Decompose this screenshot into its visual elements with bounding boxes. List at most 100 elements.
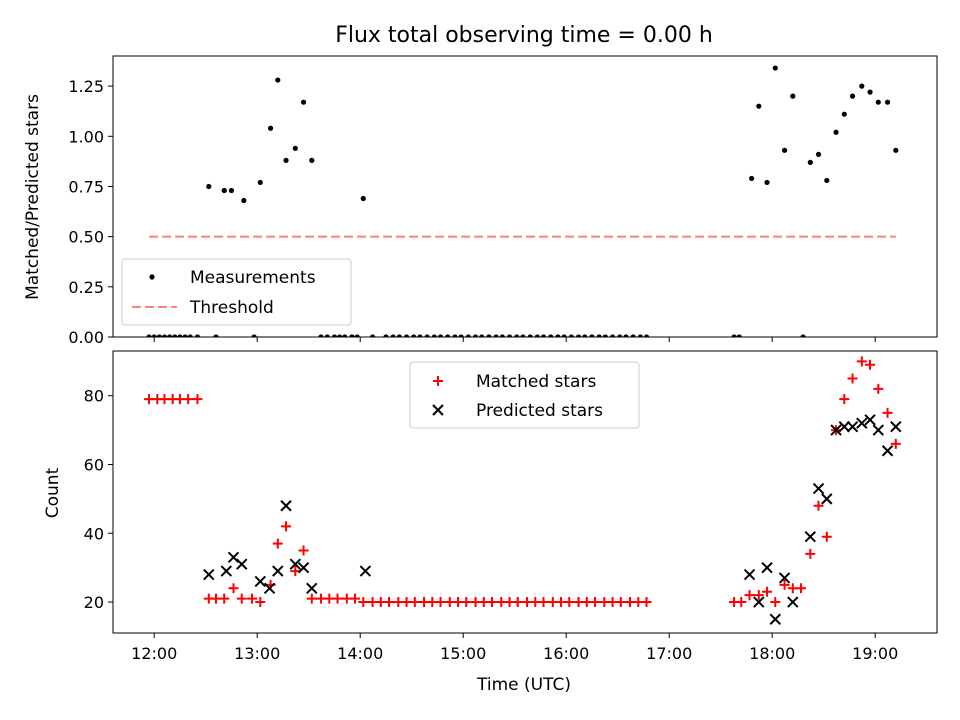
top-series-measurements-point [555,334,561,337]
top-y-tick-label: 0.75 [68,177,104,196]
bottom-series-predicted-stars-point [881,445,894,457]
top-series-measurements-point [194,334,201,337]
top-series-measurements-point [617,334,623,337]
bottom-series-matched-stars-point [461,597,472,608]
bottom-series-predicted-stars-point [289,558,302,570]
top-series-measurements-point [756,103,762,109]
bottom-series-matched-stars-point [255,597,266,608]
top-series-measurements-point [772,65,778,71]
bottom-series-matched-stars-point [744,590,755,601]
bottom-series-matched-stars-point [350,593,361,604]
top-series-measurements-point [486,334,492,337]
top-y-tick-label: 0.00 [68,328,104,347]
bottom-series-matched-stars-point [272,538,283,549]
bottom-legend-marker-matched [433,376,443,386]
bottom-series-matched-stars-point [590,597,601,608]
top-series-measurements-point [781,147,788,153]
top-series-measurements-point [424,334,430,337]
bottom-series-matched-stars-point [487,597,498,608]
bottom-series-matched-stars-point [839,394,850,405]
top-series-measurements-point [431,334,437,337]
top-series-measurements-point [437,334,444,337]
top-series-measurements-point [479,334,485,337]
bottom-series-predicted-stars-point [872,424,884,436]
top-legend-label-measurements: Measurements [190,268,316,288]
bottom-series-matched-stars-point [384,597,395,608]
top-series-measurements-point [637,334,643,337]
top-series-measurements-point [514,334,520,337]
bottom-series-predicted-stars-point [753,596,765,608]
top-data-layer [146,65,899,337]
bottom-y-tick-label: 80 [84,387,104,406]
top-series-measurements-point [506,334,513,337]
top-series-measurements-point [630,334,636,337]
bottom-series-matched-stars-point [564,597,575,608]
bottom-series-matched-stars-point [228,583,239,594]
top-series-measurements-point [337,334,343,337]
top-series-measurements-point [493,334,499,337]
top-series-measurements-point [331,334,338,337]
bottom-x-tick-label: 16:00 [543,644,589,663]
bottom-series-matched-stars-point [306,593,317,604]
top-series-measurements-point [824,177,830,184]
bottom-series-matched-stars-point [236,593,247,604]
bottom-series-predicted-stars-point [769,613,781,625]
bottom-y-axis-label: Count [43,467,63,518]
bottom-series-predicted-stars-point [821,493,833,505]
bottom-x-axis-label: Time (UTC) [476,675,571,695]
top-series-measurements-point [736,334,742,337]
top-series-measurements-point [241,197,247,204]
bottom-series-matched-stars-point [736,597,747,608]
top-series-measurements-point [177,334,183,337]
top-series-measurements-point [859,83,865,89]
bottom-series-predicted-stars-point [297,561,310,574]
top-series-measurements-point [146,334,152,337]
bottom-series-predicted-stars-point [761,561,773,574]
top-series-measurements-point [283,157,289,163]
top-series-measurements-point [596,334,602,337]
bottom-x-tick-label: 14:00 [337,644,383,663]
bottom-series-matched-stars-point [779,579,790,590]
bottom-series-matched-stars-point [219,593,230,604]
bottom-series-matched-stars-point [873,383,884,394]
top-series-measurements-point [884,99,891,105]
bottom-series-matched-stars-point [183,394,194,405]
bottom-series-predicted-stars-point [220,565,233,577]
top-series-measurements-point [609,334,616,337]
bottom-series-matched-stars-point [856,356,867,367]
top-series-measurements-point [228,187,235,194]
top-y-tick-label: 0.25 [68,278,104,297]
bottom-x-tick-label: 13:00 [234,644,280,663]
bottom-series-matched-stars-point [813,500,824,511]
top-series-measurements-point [360,195,366,202]
top-series-measurements-point [221,187,227,194]
top-axes-frame [112,55,938,338]
bottom-legend-label-matched: Matched stars [476,372,596,392]
bottom-series-predicted-stars-point [856,417,868,429]
bottom-series-matched-stars-point [753,590,764,601]
top-legend-box [121,258,352,326]
top-series-measurements-point [602,334,608,337]
top-series-measurements-point [411,334,417,337]
top-series-measurements-point [383,334,389,337]
top-series-measurements-point [342,334,348,337]
bottom-series-matched-stars-point [770,597,781,608]
bottom-legend-label-predicted: Predicted stars [476,401,603,421]
top-series-measurements-point [156,334,162,337]
top-series-measurements-point [390,334,396,337]
bottom-series-matched-stars-point [290,566,301,577]
bottom-x-tick-label: 12:00 [131,644,177,663]
bottom-x-tick-label: 15:00 [440,644,486,663]
top-series-measurements-point [849,93,856,99]
top-chart-title: Flux total observing time = 0.00 h [335,23,713,48]
bottom-plot-area: 20 40 60 80 12:00 13:00 14:00 15:00 16:00 17:00 18… [84,350,938,663]
bottom-series-predicted-stars-point [254,575,266,588]
bottom-series-predicted-stars-point [203,568,215,581]
bottom-series-predicted-stars-point [804,530,817,543]
top-series-measurements-point [548,334,554,337]
top-series-measurements-point [161,334,168,337]
bottom-series-matched-stars-point [865,359,876,370]
top-series-measurements-point [292,145,298,151]
top-series-measurements-point [267,125,274,131]
